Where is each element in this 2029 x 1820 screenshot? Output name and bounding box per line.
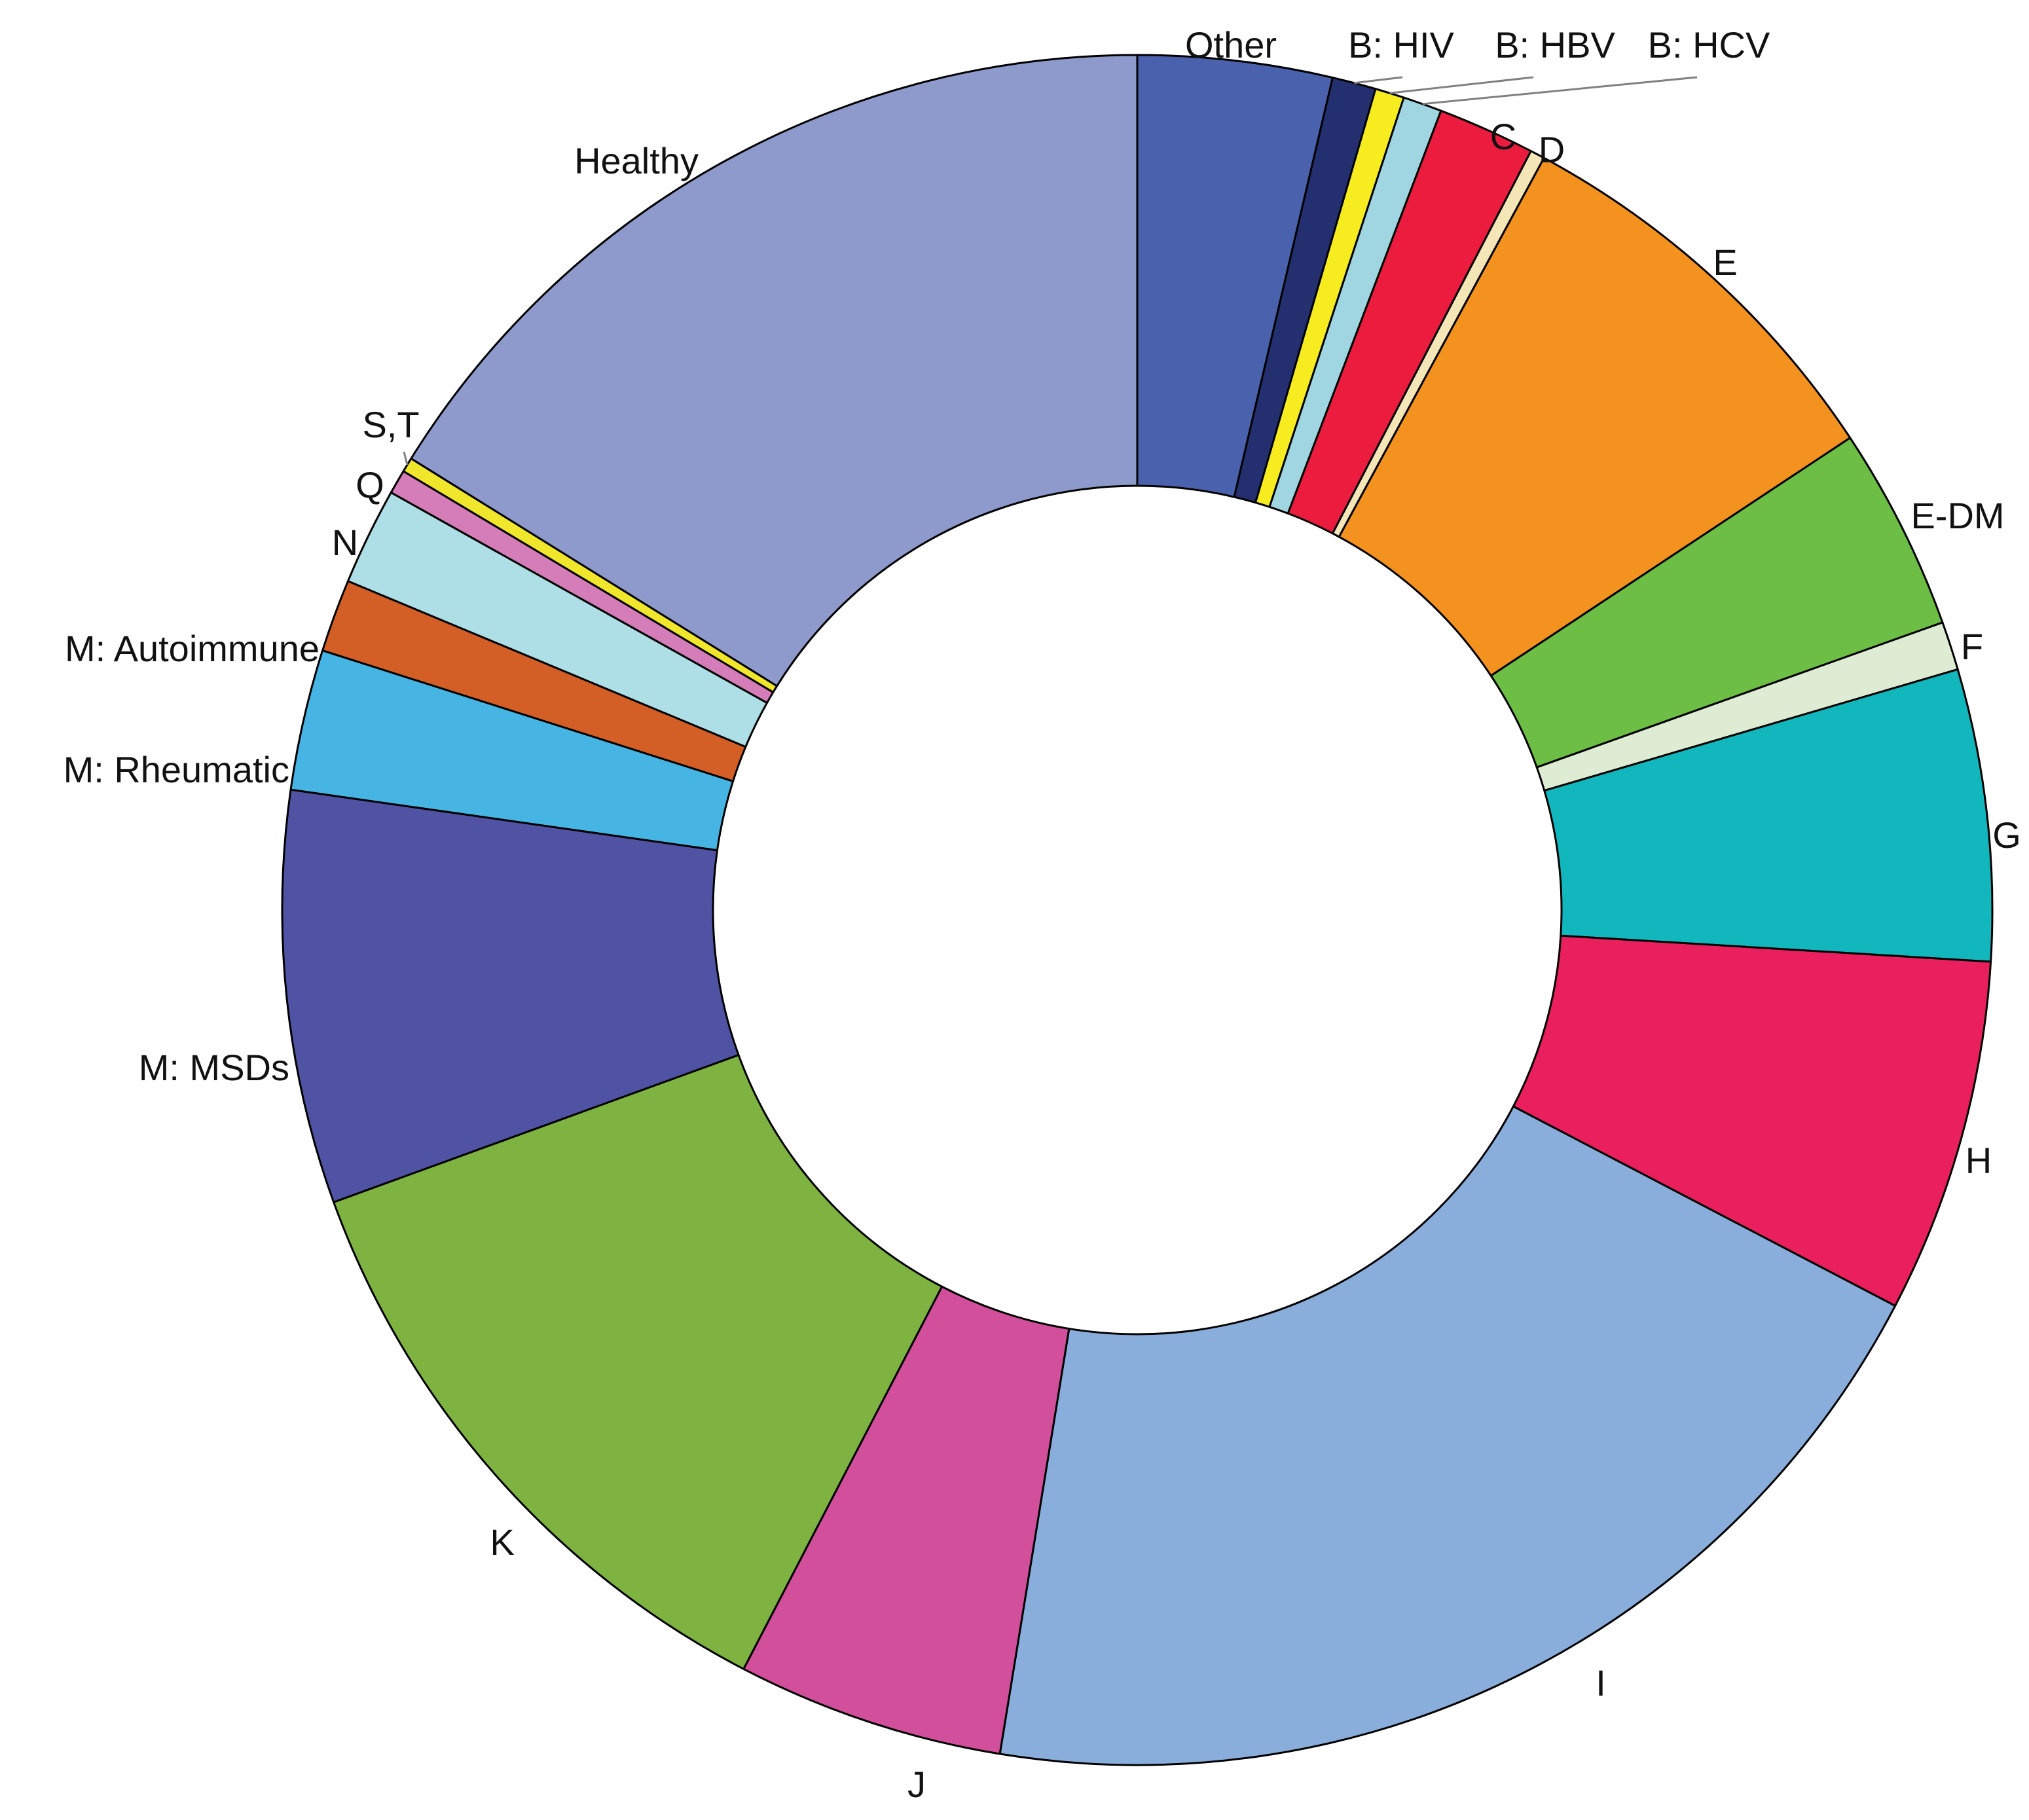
- slice-k: [333, 1053, 943, 1670]
- slice-label-b-hiv: B: HIV: [1348, 24, 1454, 65]
- slice-label-d: D: [1539, 129, 1565, 170]
- slice-m-msds: [281, 788, 740, 1203]
- slice-label-b-hbv: B: HBV: [1495, 24, 1615, 65]
- leader-lines-layer: [403, 76, 1698, 465]
- slice-label-h: H: [1965, 1140, 1992, 1181]
- slices-layer: [281, 54, 1994, 1766]
- leader-line-b-hbv: [1389, 76, 1534, 94]
- slice-label-k: K: [490, 1521, 514, 1563]
- leader-line-s-t: [403, 451, 409, 465]
- leader-line-b-hcv: [1422, 76, 1698, 105]
- slice-e: [1338, 156, 1852, 677]
- slice-i: [998, 1105, 1897, 1766]
- slice-label-i: I: [1596, 1662, 1606, 1703]
- slice-label-healthy: Healthy: [574, 140, 699, 181]
- slice-label-m-rheumatic: M: Rheumatic: [64, 749, 289, 790]
- slice-label-q: Q: [356, 464, 384, 505]
- slice-label-g: G: [1992, 814, 2021, 856]
- slice-healthy: [410, 54, 1139, 687]
- labels-layer: Other B: HIV B: HBV B: HCV C D E E-DM F G H I J K M: M…: [64, 24, 2021, 1805]
- slice-h: [1512, 934, 1992, 1307]
- slice-label-f: F: [1961, 626, 1983, 667]
- slice-label-m-msds: M: MSDs: [139, 1047, 289, 1088]
- slice-label-e-dm: E-DM: [1910, 495, 2004, 536]
- slice-label-b-hcv: B: HCV: [1648, 24, 1770, 65]
- slice-label-e: E: [1713, 242, 1737, 283]
- slice-label-n: N: [332, 522, 358, 563]
- slice-label-c: C: [1490, 116, 1516, 157]
- slice-label-s-t: S,T: [362, 404, 419, 445]
- slice-label-other: Other: [1185, 24, 1277, 65]
- slice-label-m-autoimmune: M: Autoimmune: [65, 628, 320, 669]
- slice-label-j: J: [907, 1764, 926, 1805]
- leader-line-b-hiv: [1354, 76, 1403, 84]
